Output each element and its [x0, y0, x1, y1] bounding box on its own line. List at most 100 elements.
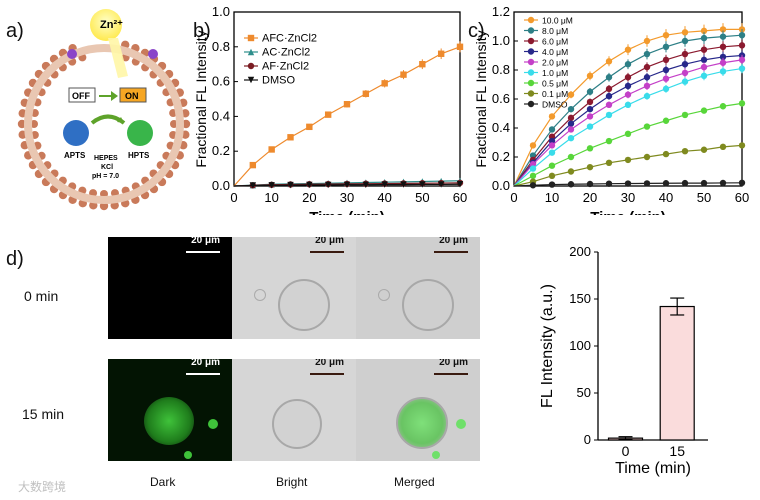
- data-point: [567, 91, 575, 98]
- panel-label-d: d): [6, 248, 24, 270]
- row-label-0min: 0 min: [24, 288, 59, 304]
- panel-label-b: b): [193, 20, 211, 42]
- x-tick-label: 50: [415, 190, 429, 205]
- data-point: [700, 56, 708, 64]
- series: [513, 142, 746, 187]
- y-tick-label: 1.0: [492, 33, 510, 48]
- data-point: [662, 117, 670, 124]
- data-point: [247, 76, 255, 84]
- y-tick-label: 50: [577, 385, 591, 400]
- data-point: [624, 74, 632, 81]
- apts-molecule: [63, 120, 89, 146]
- y-tick-label: 100: [569, 338, 591, 353]
- ion-beam: [108, 38, 128, 78]
- data-point: [681, 50, 689, 58]
- data-point: [586, 145, 594, 152]
- data-point: [643, 37, 651, 45]
- vesicle-schematic: Zn²⁺ OFF ON APTS HPTS HEPES KCl pH = 7.0: [17, 9, 191, 211]
- data-point: [624, 101, 632, 109]
- data-point: [605, 180, 613, 187]
- data-point: [662, 180, 670, 187]
- data-point: [586, 113, 594, 120]
- data-point: [268, 146, 275, 153]
- buffer-line-2: KCl: [101, 164, 113, 171]
- data-point: [738, 32, 746, 39]
- probe-molecule: [67, 49, 77, 59]
- data-point: [605, 111, 613, 119]
- x-tick-label: 60: [453, 190, 467, 205]
- micrograph-15min-merged: 20 μm: [356, 359, 480, 461]
- data-point: [738, 100, 746, 107]
- scale-label: 20 μm: [439, 237, 468, 246]
- y-tick-label: 0.6: [212, 74, 230, 89]
- data-point: [419, 181, 426, 188]
- data-point: [643, 63, 651, 71]
- micrograph-0min-dark: 20 μm: [108, 237, 232, 339]
- data-point: [527, 69, 535, 76]
- data-point: [586, 98, 594, 106]
- legend-label: 1.0 μM: [542, 68, 568, 78]
- data-point: [567, 168, 575, 175]
- panel-label-c: c): [468, 20, 485, 42]
- legend-label: 10.0 μM: [542, 16, 573, 26]
- on-box: [119, 87, 147, 103]
- data-point: [529, 165, 537, 172]
- debris: [254, 289, 266, 301]
- data-point: [719, 68, 727, 75]
- ion-label: Zn²⁺: [100, 19, 123, 31]
- legend-label: 2.0 μM: [542, 58, 568, 68]
- series: [513, 54, 746, 187]
- data-point: [268, 182, 275, 189]
- x-tick-label: 0: [510, 190, 517, 205]
- x-tick-label: 0: [230, 190, 237, 205]
- series-line: [513, 144, 743, 187]
- data-point: [548, 149, 556, 156]
- data-point: [605, 137, 613, 145]
- arrow-icon: [99, 91, 118, 101]
- on-label: ON: [125, 91, 139, 101]
- y-axis-label: Fractional FL Intensity: [193, 30, 209, 167]
- series: [513, 23, 746, 187]
- data-point: [719, 143, 727, 151]
- data-point: [700, 63, 708, 71]
- data-point: [643, 82, 651, 90]
- fluorescent-spot: [432, 451, 440, 459]
- data-point: [247, 62, 255, 70]
- ion-sphere: [90, 9, 122, 41]
- off-label: OFF: [72, 91, 90, 101]
- data-point: [437, 181, 445, 188]
- data-point: [567, 120, 575, 127]
- scale-label: 20 μm: [315, 237, 344, 246]
- data-point: [567, 153, 575, 161]
- data-point: [529, 182, 537, 189]
- scale-label: 20 μm: [439, 359, 468, 368]
- scale-bar: [186, 251, 220, 253]
- data-point: [362, 90, 370, 97]
- data-point: [567, 181, 575, 188]
- data-point: [400, 71, 407, 78]
- data-point: [605, 74, 613, 81]
- x-tick-label: 15: [669, 443, 685, 459]
- data-point: [681, 69, 689, 77]
- data-point: [527, 16, 535, 24]
- series: [513, 63, 746, 187]
- apts-label: APTS: [64, 151, 86, 160]
- series: [233, 181, 464, 189]
- data-point: [529, 172, 537, 180]
- data-point: [700, 27, 708, 35]
- data-point: [548, 181, 556, 188]
- data-point: [738, 56, 746, 64]
- data-point: [662, 75, 670, 82]
- data-point: [324, 181, 332, 189]
- data-point: [287, 134, 294, 141]
- data-point: [567, 134, 575, 142]
- x-axis-label: Time (min): [309, 209, 385, 215]
- x-tick-label: 10: [264, 190, 278, 205]
- fluorescent-spot: [456, 419, 466, 429]
- data-point: [662, 32, 670, 39]
- y-tick-label: 200: [569, 244, 591, 259]
- scale-bar: [186, 373, 220, 375]
- y-axis-label: Fractional FL Intensity: [473, 30, 489, 167]
- buffer-line-3: pH = 7.0: [92, 173, 119, 180]
- data-point: [567, 114, 575, 122]
